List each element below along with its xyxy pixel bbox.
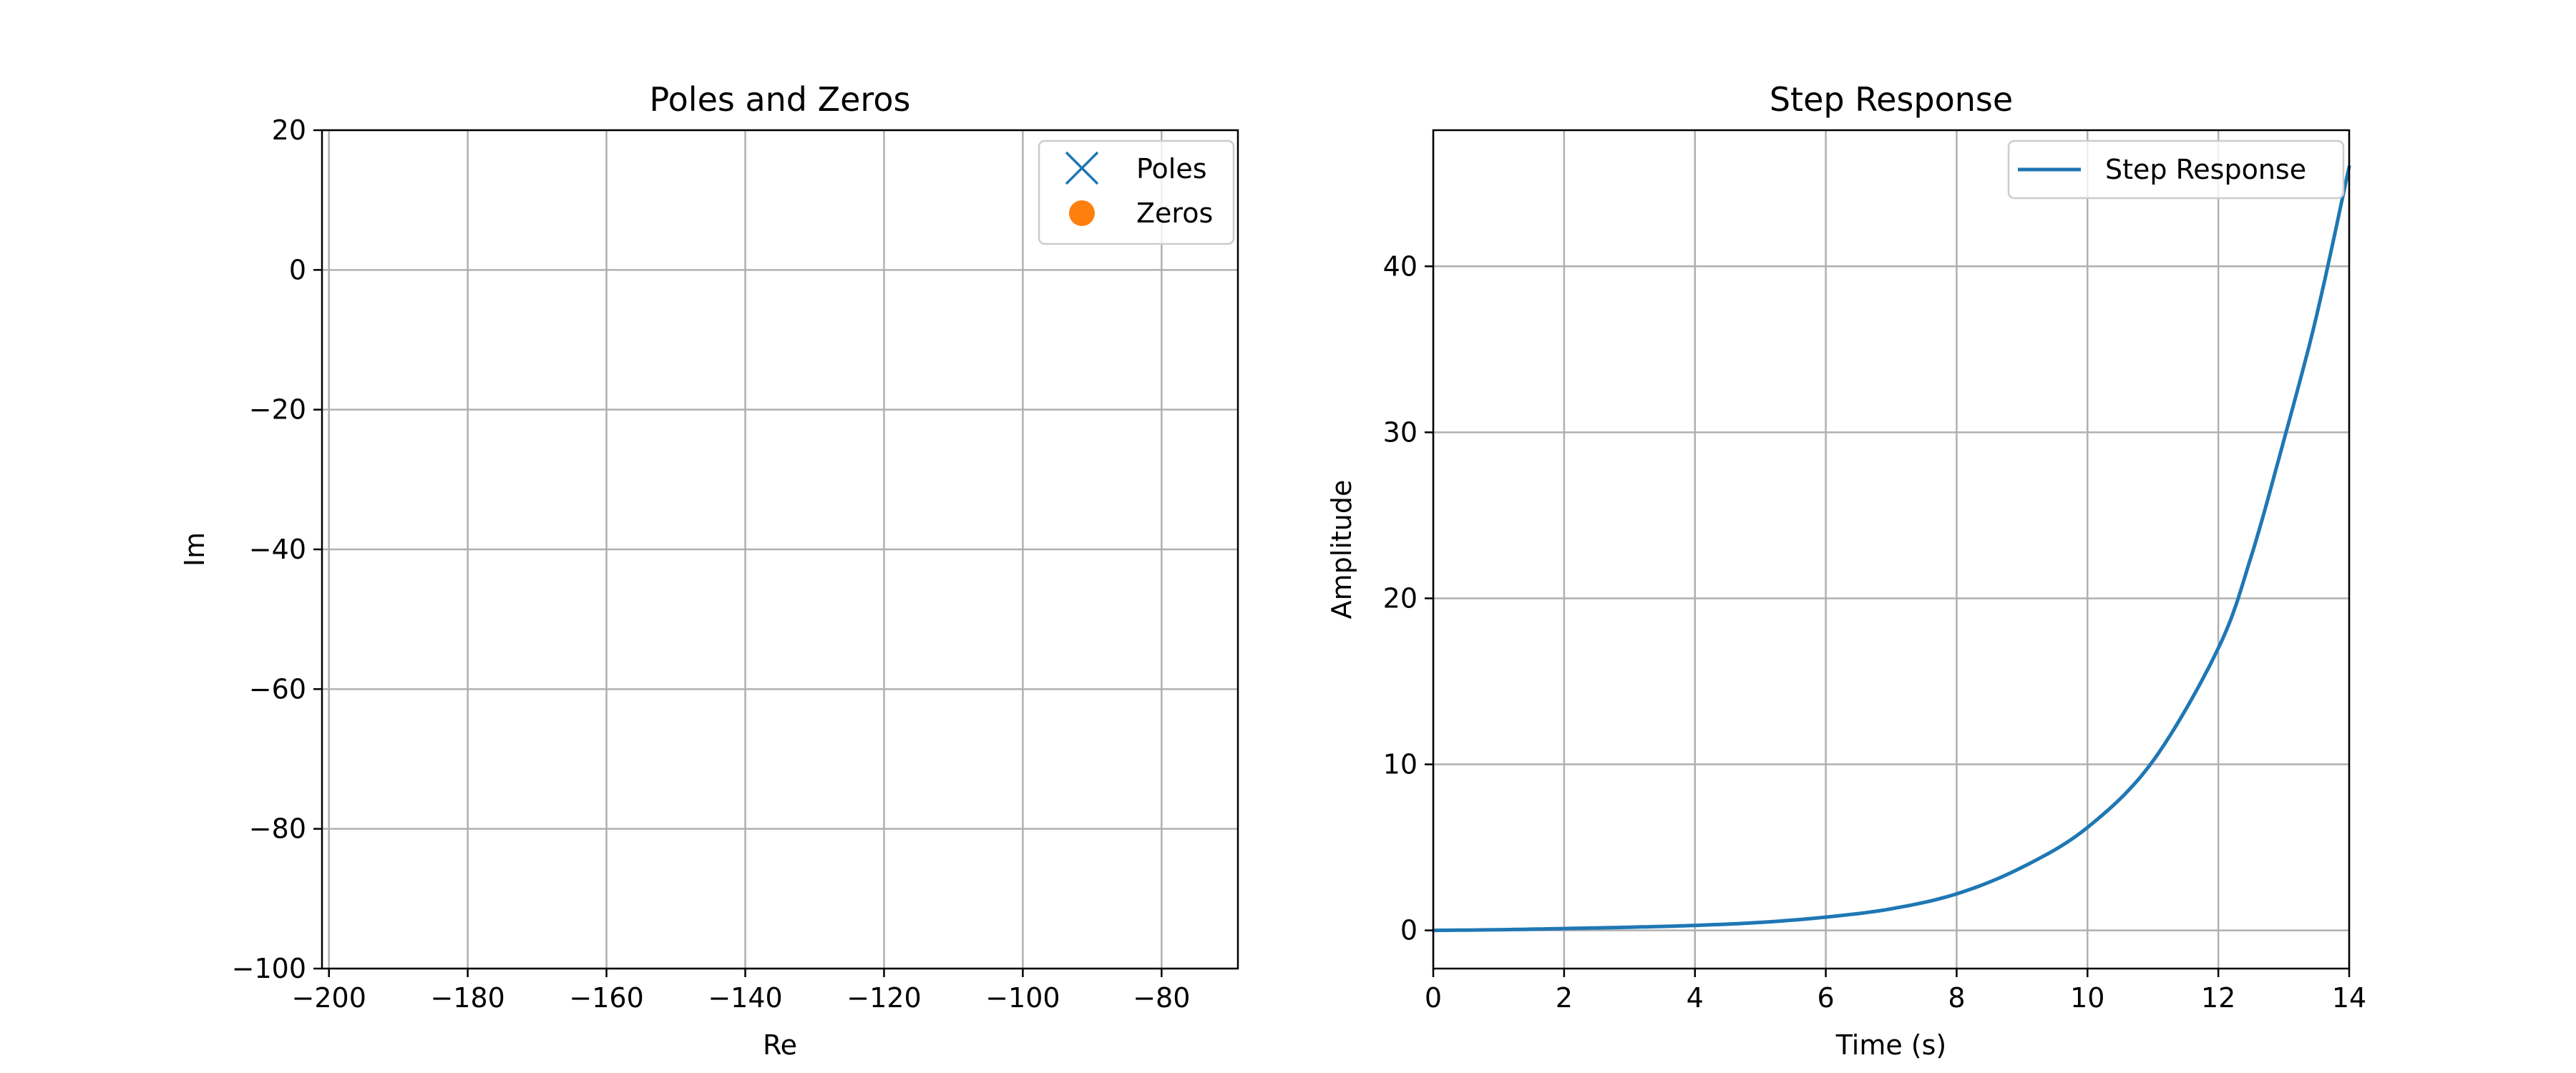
pz-ytick-label-3: −40 <box>249 534 306 565</box>
sr-legend-label: Step Response <box>2105 154 2306 185</box>
pz-xtick-label-1: −180 <box>430 982 504 1014</box>
pz-xtick-label-6: −80 <box>1133 982 1190 1014</box>
pz-ytick-label-2: −20 <box>249 394 306 426</box>
sr-xlabel: Time (s) <box>1835 1029 1947 1061</box>
pz-ytick-label-1: 0 <box>289 254 306 285</box>
pz-ytick-label-5: −80 <box>249 813 306 845</box>
pz-gridlines <box>322 129 1238 970</box>
pz-ylabel: Im <box>179 532 210 567</box>
zeros-legend-marker <box>1069 200 1095 226</box>
sr-axes-frame <box>1432 129 2351 970</box>
pz-xtick-label-0: −200 <box>292 982 366 1014</box>
pz-xtick-label-2: −160 <box>569 982 643 1014</box>
sr-xtick-label-0: 0 <box>1425 982 1442 1014</box>
pz-ytick-label-0: 20 <box>272 114 306 146</box>
pz-xtick-label-4: −120 <box>847 982 921 1014</box>
sr-ytick-label-3: 30 <box>1383 416 1418 448</box>
sr-xtick-label-7: 14 <box>2332 982 2366 1014</box>
pz-legend: Poles Zeros <box>1038 139 1235 245</box>
pz-title: Poles and Zeros <box>650 80 911 119</box>
step-response-chart: 0 2 4 6 8 10 12 14 0 10 20 30 40 Step Response Time … <box>1326 80 2366 1061</box>
step-response-line <box>1431 165 2351 933</box>
sr-title: Step Response <box>1770 80 2013 119</box>
pz-axes-frame <box>321 129 1239 970</box>
sr-ylabel: Amplitude <box>1326 480 1357 619</box>
sr-xtick-label-4: 8 <box>1948 982 1965 1014</box>
sr-xtick-label-1: 2 <box>1556 982 1573 1014</box>
poles-legend-label: Poles <box>1136 153 1207 185</box>
pz-xlabel: Re <box>763 1029 797 1061</box>
sr-ytick-label-1: 10 <box>1383 749 1418 780</box>
zeros-legend-label: Zeros <box>1136 197 1213 229</box>
pz-xtick-label-3: −140 <box>708 982 782 1014</box>
sr-xtick-label-6: 12 <box>2201 982 2235 1014</box>
poles-zeros-chart: −200 −180 −160 −140 −120 −100 −80 20 0 −20 −40 −60 −… <box>179 80 1239 1061</box>
sr-xtick-label-3: 6 <box>1817 982 1834 1014</box>
sr-legend-box <box>2007 139 2345 200</box>
poles-legend-marker <box>1065 151 1099 185</box>
sr-ytick-label-0: 0 <box>1400 915 1418 946</box>
pz-xtick-label-5: −100 <box>985 982 1060 1014</box>
sr-ytick-label-4: 40 <box>1383 250 1418 282</box>
pz-ytick-label-4: −60 <box>249 673 306 705</box>
sr-xtick-label-2: 4 <box>1687 982 1704 1014</box>
sr-ticks: 0 2 4 6 8 10 12 14 0 10 20 30 40 <box>1383 250 2367 1014</box>
sr-gridlines <box>1432 130 2351 969</box>
pz-ticks: −200 −180 −160 −140 −120 −100 −80 20 0 −20 −40 −60 −… <box>232 114 1191 1014</box>
pz-ytick-label-6: −100 <box>232 953 306 984</box>
sr-ytick-label-2: 20 <box>1383 582 1418 614</box>
sr-legend: Step Response <box>2007 139 2345 200</box>
sr-xtick-label-5: 10 <box>2070 982 2104 1014</box>
